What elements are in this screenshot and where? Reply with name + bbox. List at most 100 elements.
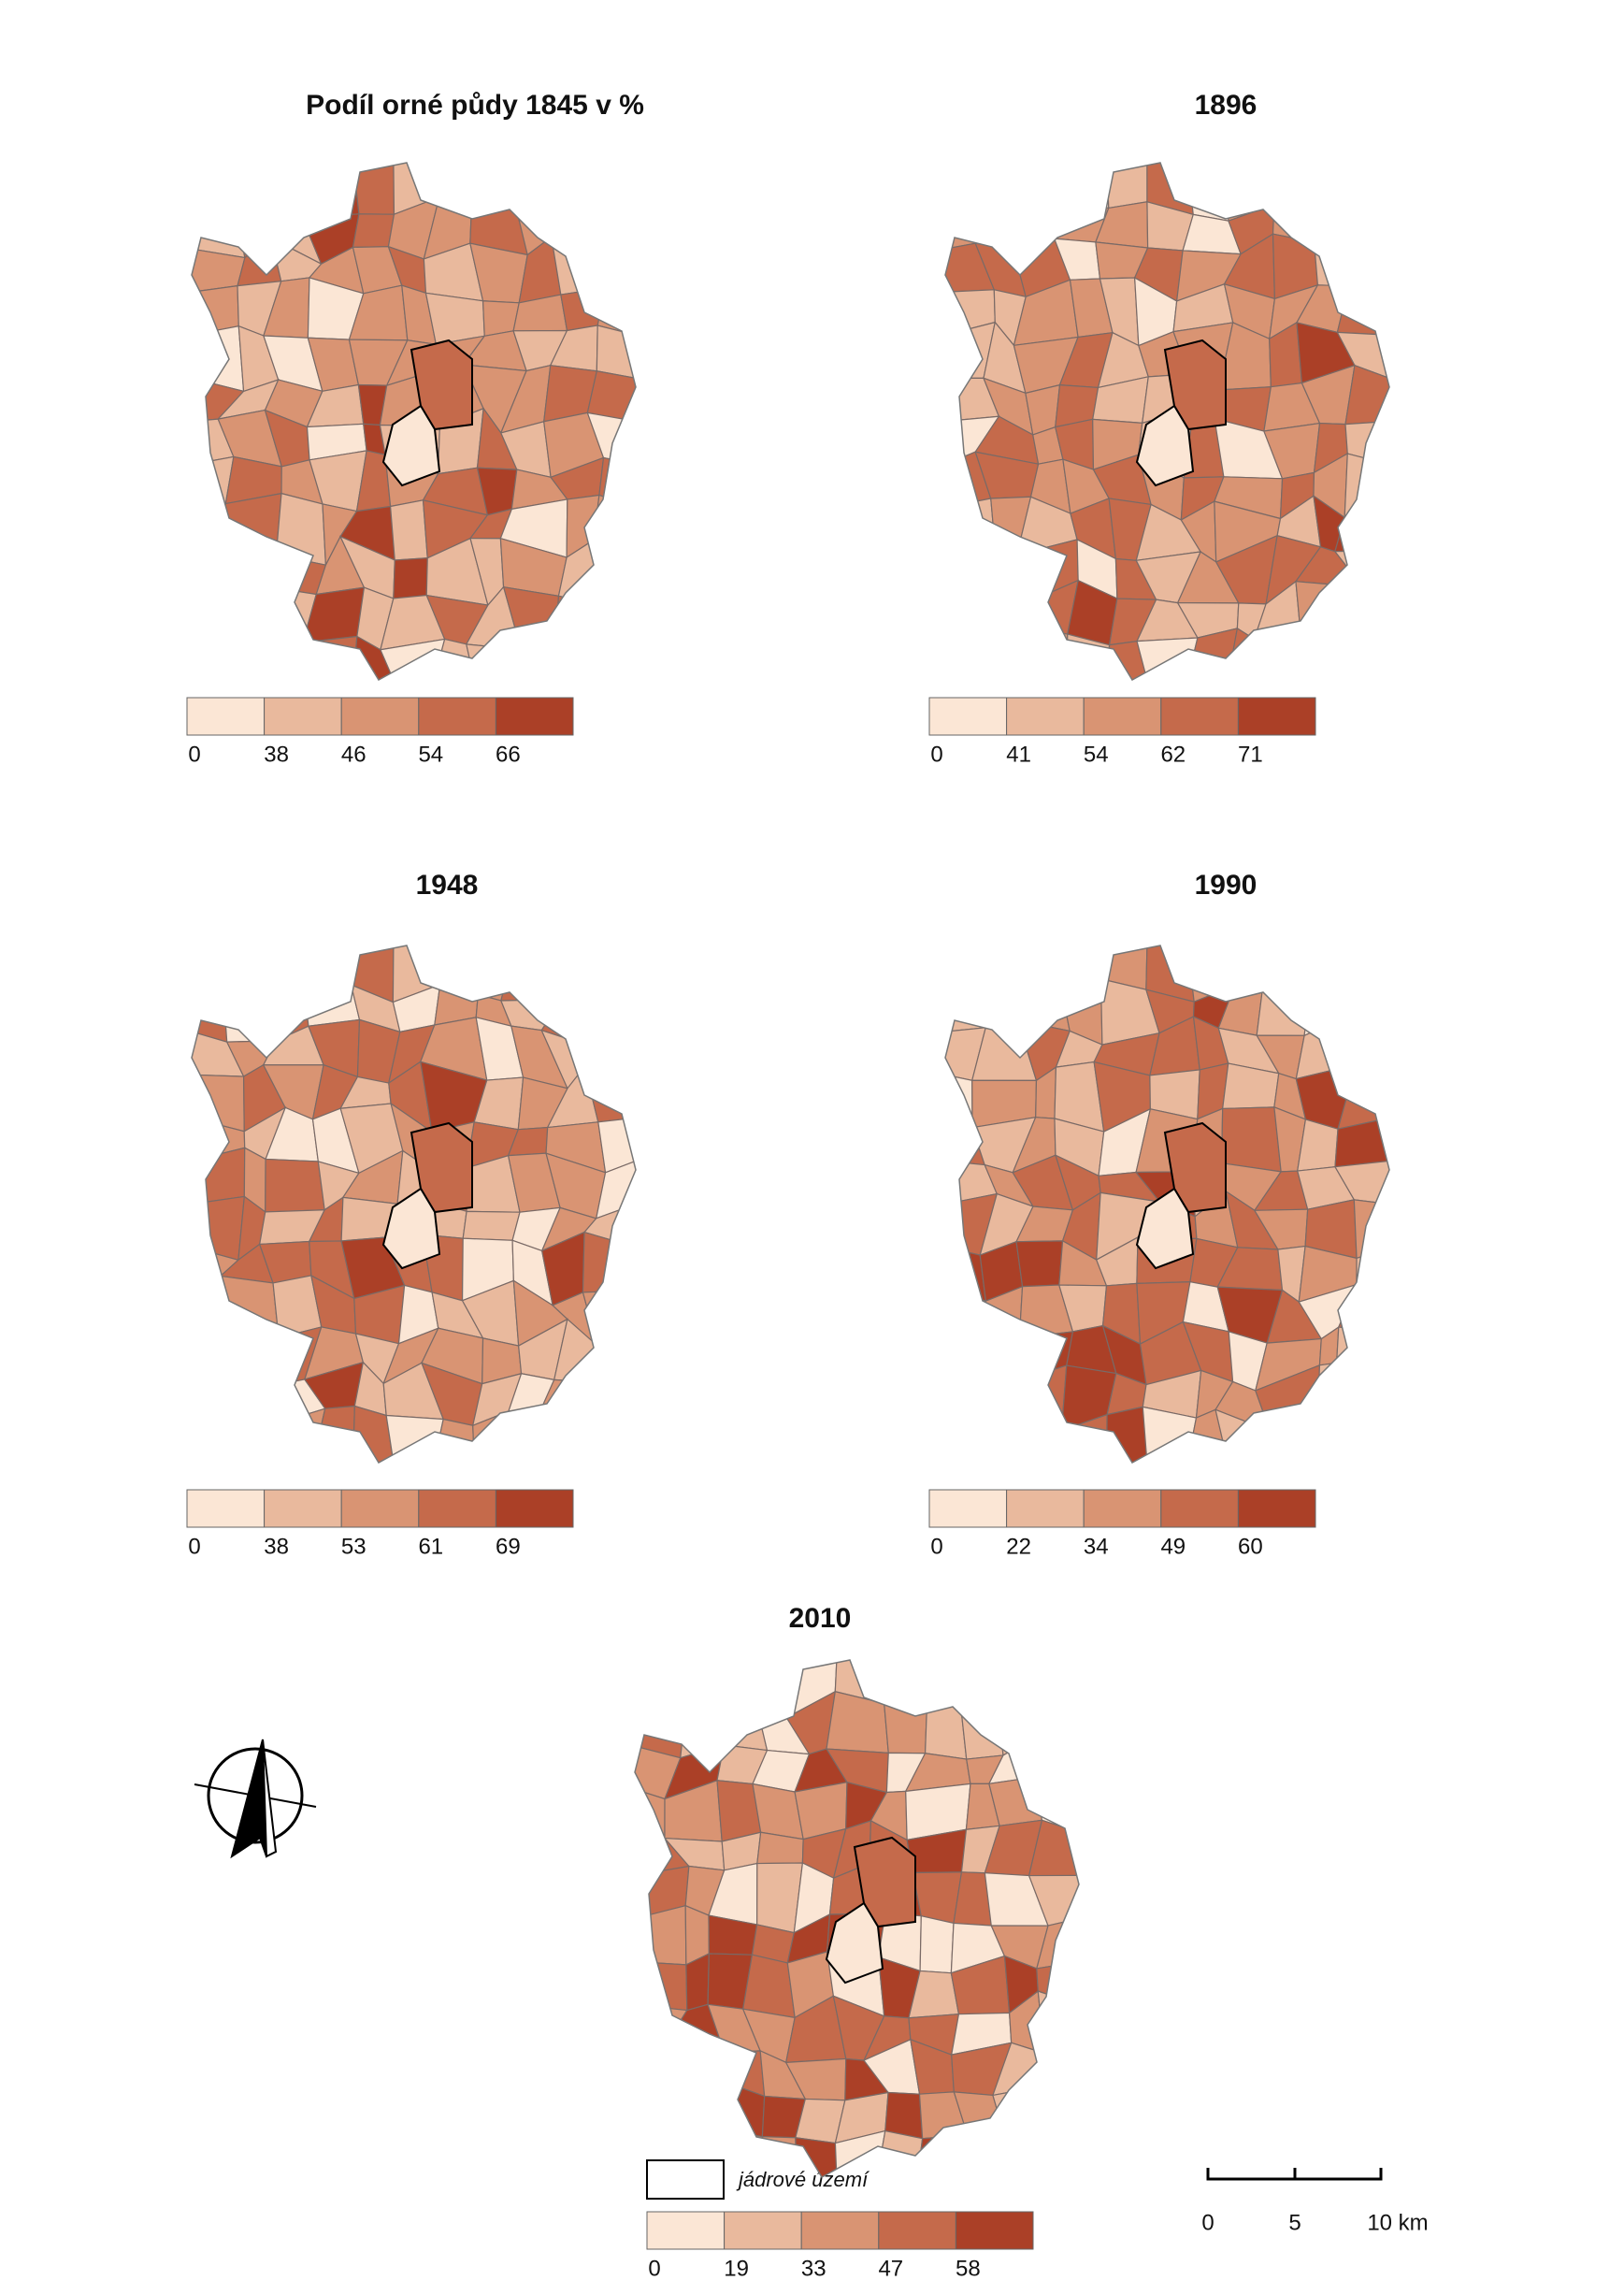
municipality: [1336, 331, 1389, 380]
municipality: [192, 1147, 246, 1205]
legend-swatch: [340, 1489, 420, 1528]
municipality: [192, 634, 233, 680]
municipality: [1334, 1117, 1389, 1168]
legend-label: 61: [418, 1534, 443, 1559]
legend-label: 38: [264, 1534, 289, 1559]
legend-label: 54: [1084, 742, 1109, 767]
municipality: [223, 945, 274, 1003]
municipality: [541, 1405, 596, 1463]
legend-swatch: [928, 1489, 1008, 1528]
municipality: [260, 642, 314, 680]
municipality: [945, 945, 986, 997]
core-legend-box: [646, 2159, 725, 2200]
legend-swatch: [1160, 697, 1239, 736]
municipality: [237, 237, 282, 287]
legend-label: 38: [264, 742, 289, 767]
municipality: [1307, 945, 1357, 997]
scale-label: 5: [1288, 2210, 1301, 2235]
municipality: [945, 163, 986, 207]
municipality: [945, 194, 984, 250]
municipality: [265, 1158, 325, 1213]
municipality: [945, 1375, 999, 1421]
municipality: [916, 1660, 962, 1713]
municipality: [1027, 1364, 1068, 1434]
municipality: [261, 585, 318, 651]
map-title: 1948: [416, 870, 479, 901]
scale-bar: [1206, 2168, 1383, 2181]
municipality: [553, 595, 610, 650]
legend-swatch: [340, 697, 420, 736]
legend-label: 0: [930, 1534, 942, 1559]
municipality: [593, 592, 636, 640]
municipality: [1295, 1017, 1358, 1080]
municipality: [424, 292, 485, 345]
municipality: [1253, 638, 1310, 680]
core-area: [1135, 404, 1195, 487]
municipality: [581, 1376, 636, 1421]
municipality: [741, 1954, 796, 2019]
municipality: [470, 163, 516, 201]
municipality: [192, 325, 245, 393]
legend-label: 0: [930, 742, 942, 767]
scale-label: 10 km: [1367, 2210, 1428, 2235]
municipality: [660, 2051, 726, 2095]
municipality: [1313, 240, 1350, 287]
municipality: [513, 648, 556, 680]
legend-label: 0: [648, 2256, 660, 2281]
municipality: [635, 1960, 688, 2012]
municipality: [227, 634, 274, 680]
municipality: [1025, 945, 1068, 993]
municipality: [1032, 1693, 1079, 1747]
municipality: [976, 1374, 1038, 1435]
map: [191, 162, 637, 681]
municipality: [508, 1405, 556, 1463]
map-title: Podíl orné půdy 1845 v %: [306, 90, 644, 121]
municipality: [1221, 1106, 1282, 1173]
map-title: 2010: [789, 1603, 852, 1634]
core-legend-label: jádrové území: [736, 2168, 869, 2191]
municipality: [301, 163, 360, 219]
legend-swatch: [800, 2211, 880, 2250]
municipality: [585, 979, 636, 1046]
municipality: [1256, 974, 1312, 1036]
municipality: [945, 988, 987, 1032]
legend-swatch: [418, 697, 496, 736]
legend-swatch: [724, 2211, 802, 2250]
municipality: [997, 2121, 1047, 2177]
core-area: [381, 1187, 441, 1270]
municipality: [1336, 284, 1389, 336]
municipality: [1335, 1362, 1389, 1421]
municipality: [1307, 1407, 1362, 1463]
municipality: [1186, 945, 1236, 1003]
municipality: [192, 1074, 245, 1133]
municipality: [192, 1366, 245, 1421]
legend-swatch: [495, 1489, 574, 1528]
municipality: [1333, 550, 1389, 595]
municipality: [1262, 945, 1312, 985]
legend-swatch: [186, 697, 266, 736]
municipality: [884, 1690, 928, 1754]
legend-label: 0: [188, 1534, 200, 1559]
municipality: [305, 984, 361, 1027]
municipality: [635, 2047, 676, 2095]
legend-label: 22: [1006, 1534, 1031, 1559]
municipality: [305, 945, 354, 1003]
legend-label: 62: [1160, 742, 1186, 767]
municipality: [988, 554, 1018, 610]
legend-label: 58: [956, 2256, 981, 2281]
municipality: [226, 585, 266, 651]
map: [944, 945, 1390, 1464]
municipality: [1038, 2121, 1079, 2177]
municipality: [1348, 163, 1389, 214]
legend-label: 69: [496, 1534, 521, 1559]
municipality: [1034, 1734, 1079, 1791]
municipality: [1313, 210, 1353, 260]
municipality: [992, 2088, 1047, 2126]
municipality: [977, 593, 1040, 645]
legend-swatch: [186, 1489, 266, 1528]
municipality: [1295, 581, 1364, 653]
municipality: [192, 945, 233, 1003]
legend-swatch: [264, 697, 342, 736]
municipality: [1342, 634, 1389, 680]
municipality: [271, 1407, 326, 1463]
